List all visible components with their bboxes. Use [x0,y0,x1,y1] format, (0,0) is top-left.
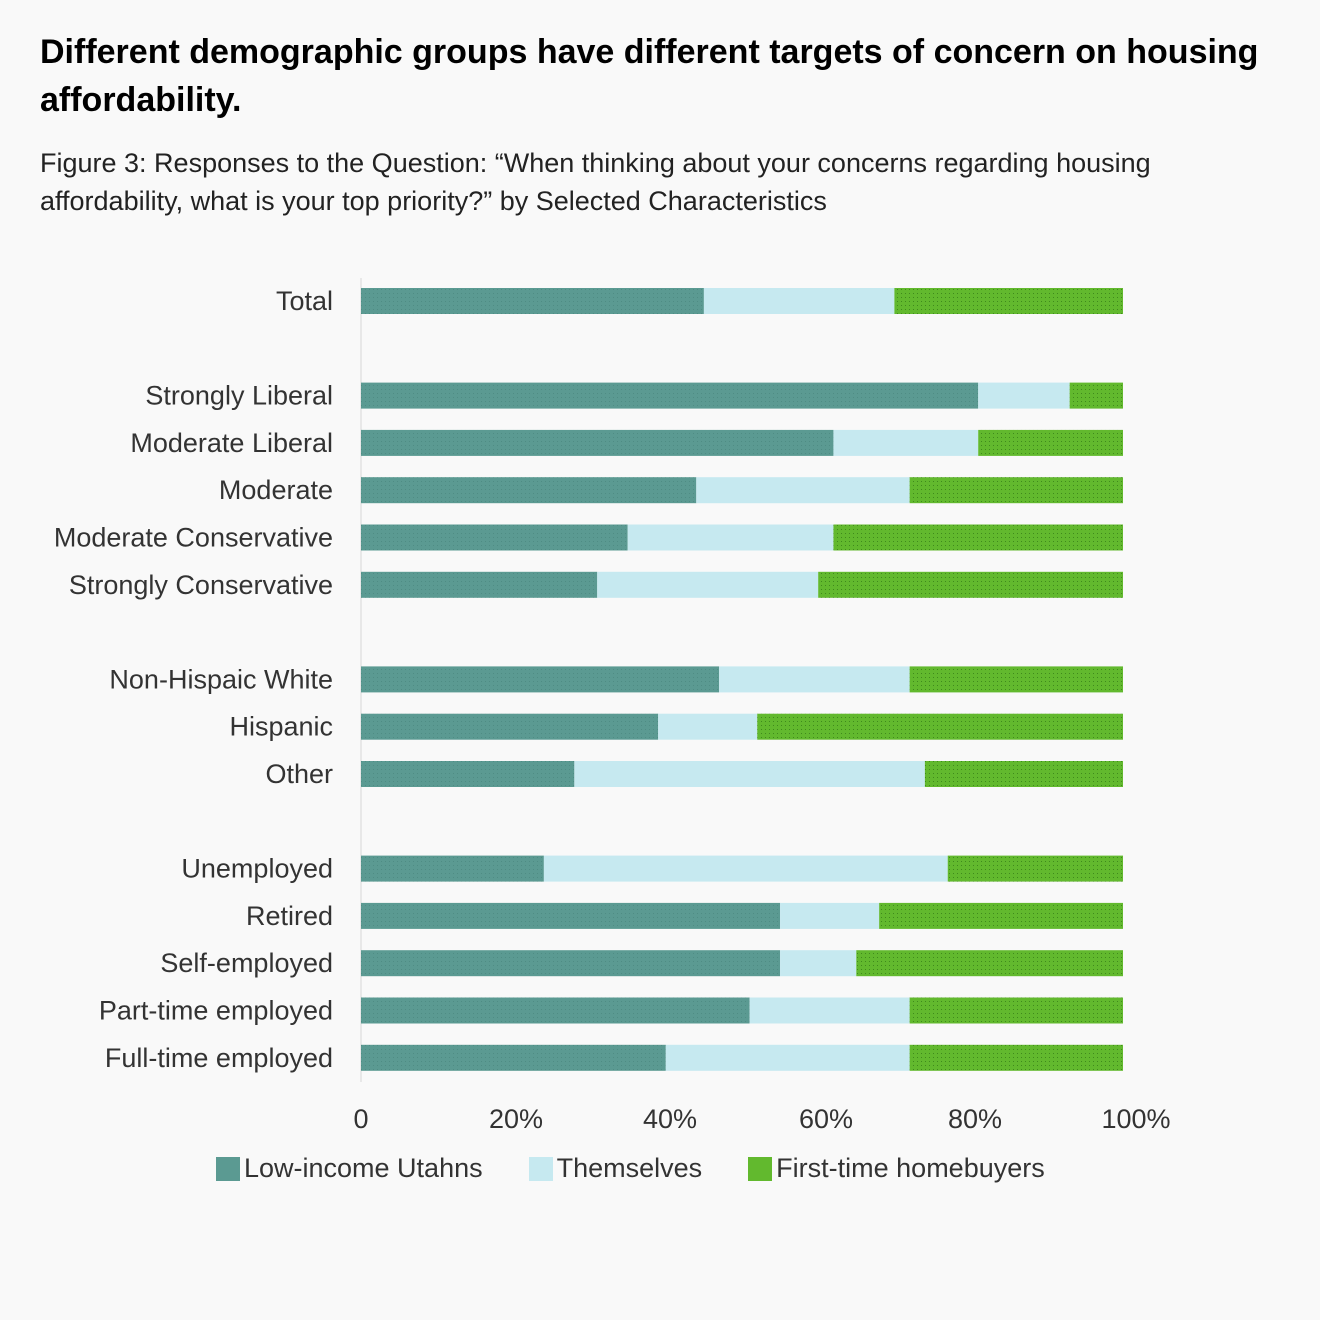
bar-low-income-total [361,288,704,314]
bar-first-time-strongly-conservative [818,571,1123,598]
bar-themselves-part-time-employed [749,997,910,1024]
bar-low-income-strongly-liberal [361,382,979,409]
bar-first-time-self-employed [856,950,1123,977]
category-label-moderate: Moderate [219,475,333,505]
chart-subtitle: Figure 3: Responses to the Question: “Wh… [40,148,1151,216]
category-label-unemployed: Unemployed [181,854,333,884]
x-tick-label-1: 20% [489,1104,543,1134]
legend-swatch-low-income [216,1156,240,1181]
bar-themselves-other [574,761,925,787]
bar-first-time-unemployed [947,855,1123,882]
category-label-other: Other [265,759,333,789]
category-label-total: Total [276,286,333,316]
bar-low-income-non-hispaic-white [361,666,720,693]
category-label-retired: Retired [246,901,333,931]
bar-first-time-moderate [909,477,1123,504]
bar-themselves-full-time-employed [665,1044,910,1071]
chart-title: Different demographic groups have differ… [40,33,1259,119]
bar-first-time-total [894,288,1123,314]
bar-themselves-strongly-liberal [978,382,1070,409]
bar-themselves-non-hispaic-white [719,666,910,693]
category-label-moderate-conservative: Moderate Conservative [54,523,333,553]
legend-item-first-time: First-time homebuyers [748,1153,1045,1184]
bar-low-income-moderate [361,477,697,504]
category-label-strongly-conservative: Strongly Conservative [69,570,333,600]
bar-low-income-other [361,761,575,787]
bar-themselves-moderate-liberal [833,429,979,456]
bar-themselves-moderate-conservative [627,524,834,551]
legend-swatch-first-time [748,1156,773,1181]
x-tick-label-3: 60% [799,1104,853,1134]
category-label-moderate-liberal: Moderate Liberal [130,428,333,458]
category-label-hispanic: Hispanic [229,712,333,742]
bar-low-income-hispanic [361,713,659,740]
x-tick-label-2: 40% [643,1104,697,1134]
category-label-self-employed: Self-employed [160,948,333,978]
legend-label-first-time: First-time homebuyers [776,1153,1045,1183]
category-label-part-time-employed: Part-time employed [99,996,333,1026]
x-tick-label-5: 100% [1101,1104,1170,1134]
x-tick-label-0: 0 [353,1104,368,1134]
category-label-full-time-employed: Full-time employed [105,1043,333,1073]
x-tick-label-4: 80% [948,1104,1002,1134]
bar-low-income-part-time-employed [361,997,750,1024]
bar-low-income-moderate-liberal [361,429,834,456]
bar-themselves-strongly-conservative [597,571,819,598]
category-labels: Total Strongly Liberal Moderate Liberal Mod… [54,286,333,1073]
legend: Low-income Utahns Themselves First-time … [216,1153,1091,1184]
legend-item-low-income: Low-income Utahns [216,1153,483,1184]
bar-first-time-other [924,761,1123,787]
bar-first-time-non-hispaic-white [909,666,1123,693]
bar-first-time-moderate-liberal [978,429,1123,456]
bar-low-income-full-time-employed [361,1044,666,1071]
category-label-strongly-liberal: Strongly Liberal [145,381,333,411]
bar-low-income-moderate-conservative [361,524,628,551]
x-axis-tick-labels: 0 20% 40% 60% 80% 100% [353,1104,1170,1134]
bar-first-time-moderate-conservative [833,524,1123,551]
bar-themselves-retired [780,902,880,929]
bar-first-time-full-time-employed [909,1044,1123,1071]
bar-themselves-moderate [696,477,910,504]
legend-swatch-themselves [528,1156,553,1181]
bar-low-income-strongly-conservative [361,571,598,598]
bar-first-time-retired [879,902,1123,929]
bar-themselves-self-employed [780,950,857,977]
bar-themselves-hispanic [658,713,758,740]
bar-series-group [361,288,1123,1071]
bar-low-income-self-employed [361,950,781,977]
legend-item-themselves: Themselves [528,1153,703,1184]
legend-label-low-income: Low-income Utahns [244,1153,483,1183]
bar-themselves-total [703,288,895,314]
bar-first-time-hispanic [757,713,1123,740]
category-label-non-hispaic-white: Non-Hispaic White [109,664,333,694]
bar-themselves-unemployed [543,855,948,882]
bar-first-time-strongly-liberal [1069,382,1123,409]
bar-low-income-unemployed [361,855,544,882]
legend-label-themselves: Themselves [556,1153,703,1183]
bar-first-time-part-time-employed [909,997,1123,1024]
bar-low-income-retired [361,902,781,929]
